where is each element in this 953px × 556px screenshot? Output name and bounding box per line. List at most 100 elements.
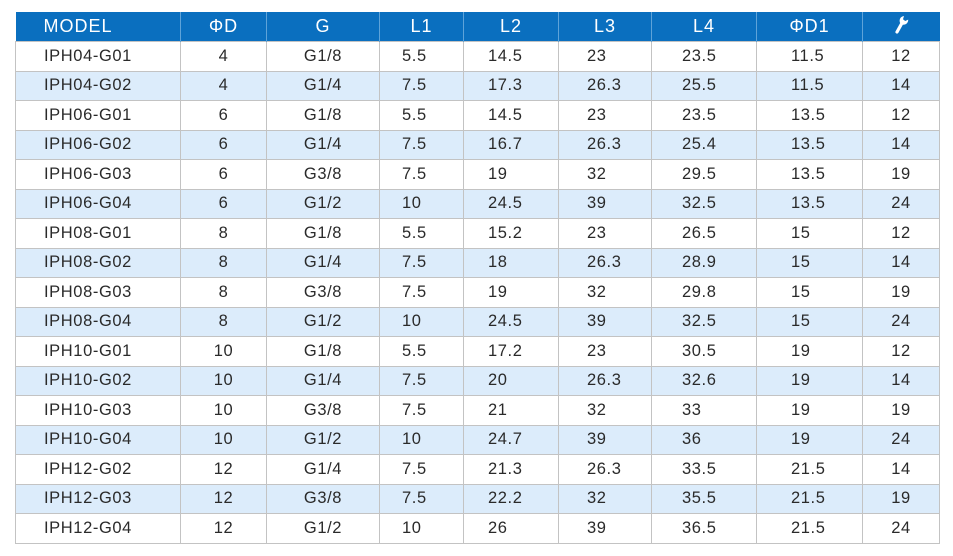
cell-l1: 7.5 xyxy=(379,129,464,160)
header-l4: L4 xyxy=(651,12,757,42)
cell-g: G1/4 xyxy=(266,70,380,101)
table-header: MODEL ΦD G L1 L2 L3 L4 ΦD1 xyxy=(15,12,940,42)
cell-wrench-size: 12 xyxy=(862,336,940,367)
cell-d: 10 xyxy=(180,395,267,426)
cell-l3: 23 xyxy=(558,41,652,72)
table-row: IPH06-G04 6 G1/2 10 24.5 39 32.5 13.5 24 xyxy=(15,188,940,219)
cell-l2: 24.7 xyxy=(463,424,559,455)
table-row: IPH04-G01 4 G1/8 5.5 14.5 23 23.5 11.5 12 xyxy=(15,41,940,72)
cell-d: 10 xyxy=(180,424,267,455)
cell-d: 10 xyxy=(180,336,267,367)
cell-model: IPH10-G01 xyxy=(15,336,181,367)
cell-l1: 5.5 xyxy=(379,100,464,131)
cell-d: 8 xyxy=(180,277,267,308)
cell-l4: 26.5 xyxy=(651,218,757,249)
cell-model: IPH10-G02 xyxy=(15,365,181,396)
cell-d: 12 xyxy=(180,513,267,544)
table-body: IPH04-G01 4 G1/8 5.5 14.5 23 23.5 11.5 12 IPH04-G… xyxy=(15,41,940,544)
cell-l4: 23.5 xyxy=(651,100,757,131)
cell-l2: 15.2 xyxy=(463,218,559,249)
header-row: MODEL ΦD G L1 L2 L3 L4 ΦD1 xyxy=(15,12,940,42)
cell-l4: 25.5 xyxy=(651,70,757,101)
cell-l3: 32 xyxy=(558,159,652,190)
cell-l1: 7.5 xyxy=(379,454,464,485)
cell-l2: 17.2 xyxy=(463,336,559,367)
cell-l1: 7.5 xyxy=(379,483,464,514)
cell-l2: 20 xyxy=(463,365,559,396)
cell-l3: 23 xyxy=(558,218,652,249)
cell-l2: 19 xyxy=(463,159,559,190)
cell-wrench-size: 14 xyxy=(862,365,940,396)
cell-l4: 29.5 xyxy=(651,159,757,190)
cell-g: G3/8 xyxy=(266,159,380,190)
cell-g: G1/2 xyxy=(266,424,380,455)
cell-d1: 13.5 xyxy=(756,129,863,160)
cell-model: IPH06-G01 xyxy=(15,100,181,131)
cell-l1: 7.5 xyxy=(379,277,464,308)
spec-table: MODEL ΦD G L1 L2 L3 L4 ΦD1 IPH04 xyxy=(15,12,940,544)
table-row: IPH08-G01 8 G1/8 5.5 15.2 23 26.5 15 12 xyxy=(15,218,940,249)
cell-l2: 24.5 xyxy=(463,306,559,337)
cell-l1: 10 xyxy=(379,306,464,337)
cell-d: 4 xyxy=(180,70,267,101)
cell-model: IPH10-G04 xyxy=(15,424,181,455)
header-l2: L2 xyxy=(463,12,559,42)
cell-model: IPH06-G02 xyxy=(15,129,181,160)
cell-l1: 10 xyxy=(379,424,464,455)
cell-l2: 26 xyxy=(463,513,559,544)
cell-wrench-size: 24 xyxy=(862,513,940,544)
cell-l2: 14.5 xyxy=(463,41,559,72)
table-row: IPH12-G04 12 G1/2 10 26 39 36.5 21.5 24 xyxy=(15,513,940,544)
table-row: IPH04-G02 4 G1/4 7.5 17.3 26.3 25.5 11.5 14 xyxy=(15,70,940,101)
cell-l2: 21.3 xyxy=(463,454,559,485)
cell-l3: 26.3 xyxy=(558,129,652,160)
cell-g: G1/8 xyxy=(266,218,380,249)
cell-d1: 19 xyxy=(756,395,863,426)
cell-g: G1/2 xyxy=(266,513,380,544)
cell-d: 8 xyxy=(180,306,267,337)
cell-l1: 5.5 xyxy=(379,336,464,367)
cell-g: G1/2 xyxy=(266,306,380,337)
cell-l3: 32 xyxy=(558,395,652,426)
cell-l3: 26.3 xyxy=(558,247,652,278)
cell-g: G3/8 xyxy=(266,395,380,426)
cell-l3: 26.3 xyxy=(558,70,652,101)
cell-model: IPH04-G01 xyxy=(15,41,181,72)
cell-wrench-size: 14 xyxy=(862,70,940,101)
cell-l4: 23.5 xyxy=(651,41,757,72)
cell-l3: 39 xyxy=(558,513,652,544)
cell-l4: 35.5 xyxy=(651,483,757,514)
cell-model: IPH06-G03 xyxy=(15,159,181,190)
cell-d1: 11.5 xyxy=(756,70,863,101)
cell-d: 4 xyxy=(180,41,267,72)
cell-g: G3/8 xyxy=(266,277,380,308)
table-row: IPH12-G03 12 G3/8 7.5 22.2 32 35.5 21.5 19 xyxy=(15,483,940,514)
cell-l3: 39 xyxy=(558,306,652,337)
table-row: IPH06-G02 6 G1/4 7.5 16.7 26.3 25.4 13.5 14 xyxy=(15,129,940,160)
cell-model: IPH12-G04 xyxy=(15,513,181,544)
cell-g: G1/8 xyxy=(266,41,380,72)
cell-d: 12 xyxy=(180,454,267,485)
spec-table-container: MODEL ΦD G L1 L2 L3 L4 ΦD1 IPH04 xyxy=(15,12,940,544)
cell-l1: 10 xyxy=(379,513,464,544)
wrench-icon xyxy=(892,14,910,39)
cell-model: IPH12-G02 xyxy=(15,454,181,485)
cell-d1: 11.5 xyxy=(756,41,863,72)
cell-d: 8 xyxy=(180,247,267,278)
cell-g: G3/8 xyxy=(266,483,380,514)
cell-wrench-size: 19 xyxy=(862,483,940,514)
cell-l3: 26.3 xyxy=(558,365,652,396)
cell-l2: 18 xyxy=(463,247,559,278)
cell-d1: 13.5 xyxy=(756,159,863,190)
cell-l2: 21 xyxy=(463,395,559,426)
header-d: ΦD xyxy=(180,12,267,42)
table-row: IPH10-G03 10 G3/8 7.5 21 32 33 19 19 xyxy=(15,395,940,426)
cell-l4: 36.5 xyxy=(651,513,757,544)
cell-l1: 10 xyxy=(379,188,464,219)
cell-d1: 15 xyxy=(756,247,863,278)
cell-g: G1/8 xyxy=(266,336,380,367)
cell-l1: 7.5 xyxy=(379,365,464,396)
table-row: IPH10-G01 10 G1/8 5.5 17.2 23 30.5 19 12 xyxy=(15,336,940,367)
table-row: IPH06-G01 6 G1/8 5.5 14.5 23 23.5 13.5 12 xyxy=(15,100,940,131)
cell-model: IPH10-G03 xyxy=(15,395,181,426)
